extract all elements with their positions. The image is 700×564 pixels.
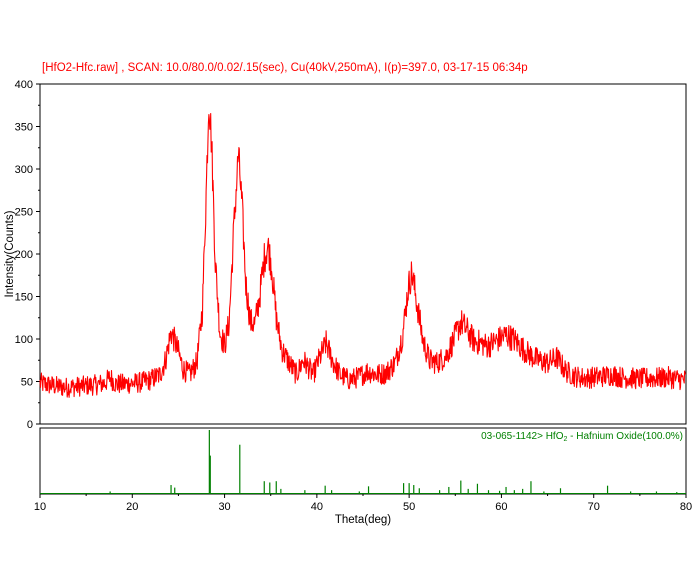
x-tick-label: 30 (218, 501, 230, 513)
y-tick-label: 200 (15, 249, 33, 261)
main-plot-frame (39, 83, 687, 425)
x-tick-label: 20 (126, 501, 138, 513)
y-tick-label: 0 (27, 419, 33, 431)
x-axis: 10 20 30 40 50 60 70 80 (34, 494, 692, 513)
x-tick-label: 70 (588, 501, 600, 513)
y-tick-label: 400 (15, 79, 33, 91)
series-line (39, 112, 687, 398)
reference-label-subscript: 2 (563, 436, 567, 443)
x-tick-label: 50 (403, 501, 415, 513)
x-tick-label: 10 (34, 501, 46, 513)
reference-label-prefix: 03-065-1142> HfO (481, 431, 564, 442)
y-axis: 0 50 100 150 200 250 300 350 400 (15, 79, 40, 431)
reference-label: 03-065-1142> HfO2 - Hafnium Oxide(100.0%… (481, 431, 683, 443)
reference-lines (40, 430, 686, 494)
y-tick-label: 300 (15, 164, 33, 176)
x-axis-title: Theta(deg) (335, 514, 391, 526)
y-tick-label: 150 (15, 292, 33, 304)
y-tick-label: 50 (21, 377, 33, 389)
chart-title: [HfO2-Hfc.raw] , SCAN: 10.0/80.0/0.02/.1… (42, 62, 528, 74)
y-tick-label: 250 (15, 207, 33, 219)
y-axis-title: Intensity(Counts) (4, 210, 16, 297)
x-tick-label: 60 (495, 501, 507, 513)
y-tick-label: 350 (15, 122, 33, 134)
y-tick-label: 100 (15, 334, 33, 346)
x-tick-label: 80 (680, 501, 692, 513)
reference-label-suffix: - Hafnium Oxide(100.0%) (567, 431, 683, 442)
x-tick-label: 40 (311, 501, 323, 513)
